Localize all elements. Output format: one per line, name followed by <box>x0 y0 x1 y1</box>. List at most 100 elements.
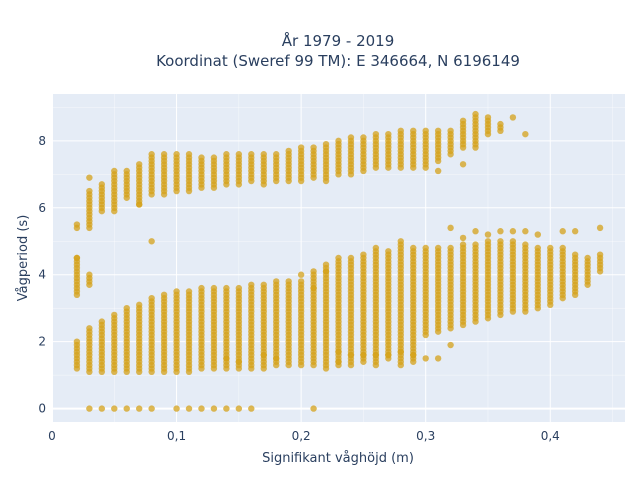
y-tick-labels: 0 2 4 6 8 <box>38 134 46 416</box>
data-point <box>335 254 342 262</box>
data-point <box>86 405 93 412</box>
data-point <box>198 405 205 412</box>
data-point <box>297 278 305 285</box>
data-point <box>434 167 442 175</box>
data-point <box>148 294 155 302</box>
data-point <box>98 405 106 412</box>
data-point <box>509 114 517 121</box>
data-point <box>534 244 541 252</box>
data-point <box>235 358 243 365</box>
data-point <box>509 238 517 245</box>
data-point <box>484 238 492 245</box>
data-point <box>173 151 180 158</box>
data-point <box>310 405 317 412</box>
data-point <box>522 130 529 138</box>
data-point <box>285 147 292 155</box>
data-point <box>173 405 180 412</box>
y-tick-label: 4 <box>38 268 46 282</box>
data-point <box>571 251 579 258</box>
data-point <box>73 338 81 345</box>
data-point <box>322 177 330 185</box>
data-point <box>447 341 454 349</box>
data-point <box>123 405 130 412</box>
data-point <box>223 284 230 292</box>
data-point <box>98 318 106 325</box>
data-point <box>185 288 193 295</box>
data-point <box>136 405 143 412</box>
x-tick-labels: 0 0,1 0,2 0,3 0,4 <box>48 429 560 443</box>
data-point <box>111 405 118 412</box>
data-point <box>148 151 155 158</box>
chart-title-line-2: Koordinat (Sweref 99 TM): E 346664, N 61… <box>156 52 520 70</box>
data-point <box>297 144 305 151</box>
data-point <box>497 120 504 128</box>
data-point <box>210 405 218 412</box>
data-point <box>459 234 467 242</box>
data-point <box>123 305 130 312</box>
x-tick-label: 0,4 <box>541 429 560 443</box>
data-point <box>434 355 442 362</box>
data-point <box>571 228 579 235</box>
y-tick-label: 2 <box>38 335 46 349</box>
data-point <box>410 351 417 359</box>
data-point <box>310 268 317 275</box>
data-point <box>459 241 467 248</box>
data-point <box>273 355 280 362</box>
data-points <box>73 110 604 412</box>
x-tick-label: 0,1 <box>167 429 186 443</box>
data-point <box>484 231 492 238</box>
data-point <box>372 351 380 359</box>
data-point <box>472 110 479 118</box>
data-point <box>385 351 392 359</box>
data-point <box>322 261 330 268</box>
data-point <box>148 405 155 412</box>
data-point <box>397 238 404 245</box>
data-point <box>322 141 330 148</box>
data-point <box>385 130 392 138</box>
data-point <box>98 181 106 188</box>
x-axis-title: Signifikant våghöjd (m) <box>262 451 414 466</box>
data-point <box>596 251 604 258</box>
data-point <box>347 254 355 262</box>
data-point <box>472 241 479 248</box>
data-point <box>335 348 342 355</box>
data-point <box>111 167 118 175</box>
data-point <box>210 154 218 161</box>
data-point <box>185 151 193 158</box>
data-point <box>397 127 404 135</box>
data-point <box>522 228 529 235</box>
data-point <box>136 161 143 168</box>
y-tick-label: 6 <box>38 201 46 215</box>
data-point <box>372 130 380 138</box>
y-axis-title: Vågperiod (s) <box>16 215 31 302</box>
data-point <box>434 244 442 252</box>
x-tick-label: 0,3 <box>416 429 435 443</box>
data-point <box>447 127 454 135</box>
data-point <box>310 284 317 292</box>
data-point <box>123 167 130 175</box>
data-point <box>335 358 342 365</box>
data-point <box>322 268 330 275</box>
data-point <box>372 244 380 252</box>
data-point <box>360 251 367 258</box>
data-point <box>522 241 529 248</box>
data-point <box>360 134 367 141</box>
data-point <box>559 244 566 252</box>
data-point <box>547 244 554 252</box>
data-point <box>385 248 392 255</box>
data-point <box>173 288 180 295</box>
data-point <box>347 134 355 141</box>
data-point <box>260 351 267 359</box>
data-point <box>160 291 168 299</box>
data-point <box>347 351 355 359</box>
data-point <box>397 348 404 355</box>
data-point <box>235 151 243 158</box>
data-point <box>198 154 205 161</box>
data-point <box>248 281 255 288</box>
data-point <box>459 117 467 124</box>
data-point <box>285 278 292 285</box>
data-point <box>584 254 591 262</box>
data-point <box>472 228 479 235</box>
data-point <box>148 238 155 245</box>
data-point <box>310 144 317 151</box>
